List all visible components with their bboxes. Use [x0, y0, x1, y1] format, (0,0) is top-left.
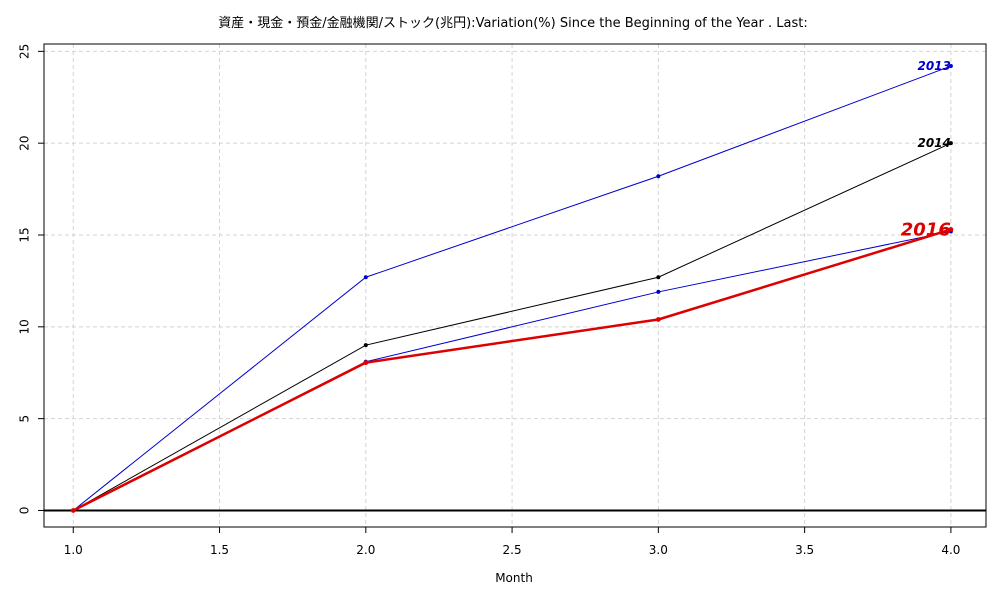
- y-tick-label: 5: [18, 415, 32, 423]
- series-line-2013: [72, 65, 952, 511]
- y-axis: 0 5 10 15 20 25: [18, 44, 44, 515]
- series-line-2014: [73, 142, 952, 511]
- series-label-2014: 2014: [917, 136, 950, 150]
- x-tick-label: 1.5: [210, 543, 229, 557]
- data-point-2016: [655, 317, 661, 322]
- series-label-2013: 2013: [917, 59, 950, 73]
- series-label-2016: 2016: [901, 219, 951, 240]
- data-point-2013: [363, 275, 368, 280]
- data-point-2013: [656, 174, 661, 179]
- x-tick-label: 2.0: [356, 543, 375, 557]
- x-tick-label: 1.0: [64, 543, 83, 557]
- series-line-2016: [72, 228, 952, 512]
- y-tick-label: 0: [18, 507, 32, 515]
- y-tick-label: 15: [18, 227, 32, 242]
- x-tick-label: 3.0: [649, 543, 668, 557]
- series-labels: 2013 2014 2016: [901, 59, 951, 240]
- y-tick-label: 20: [18, 136, 32, 151]
- x-tick-label: 2.5: [503, 543, 522, 557]
- series-group: [70, 64, 954, 513]
- chart-title: 資産・現金・預金/金融機関/ストック(兆円):Variation(%) Sinc…: [218, 15, 807, 31]
- x-tick-label: 4.0: [941, 543, 960, 557]
- data-point-2013: [948, 64, 953, 69]
- plot-frame: [43, 43, 987, 528]
- x-tick-label: 3.5: [795, 543, 814, 557]
- data-point-unlabeled-2: [656, 289, 661, 294]
- y-tick-label: 10: [18, 319, 32, 334]
- y-tick-label: 25: [18, 44, 32, 59]
- data-point-2016: [948, 227, 954, 232]
- series-line-unlabeled-2: [73, 230, 951, 511]
- x-axis: 1.0 1.5 2.0 2.5 3.0 3.5 4.0: [64, 527, 960, 557]
- data-point-2016: [363, 360, 369, 366]
- data-point-2016: [70, 508, 76, 513]
- data-point-2014: [363, 343, 368, 348]
- data-point-2014: [948, 141, 953, 146]
- data-point-2014: [656, 275, 661, 280]
- series-2016: [70, 227, 954, 513]
- grid: [44, 44, 986, 527]
- x-axis-label: Month: [495, 571, 533, 585]
